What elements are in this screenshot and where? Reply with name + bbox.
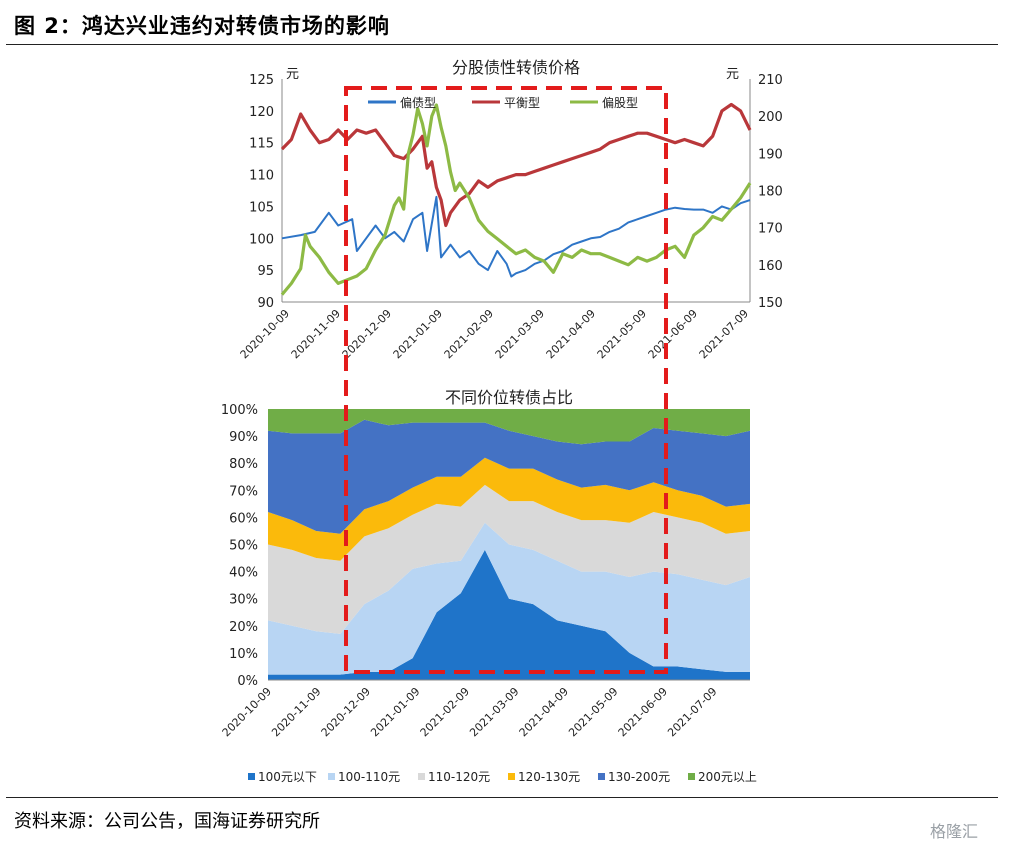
series-line-平衡型 xyxy=(280,102,752,228)
right-tick-label: 150 xyxy=(758,296,783,311)
area-x-tick-label: 2020-10-09 xyxy=(220,685,274,739)
line-x-tick-label: 2021-05-09 xyxy=(595,307,649,361)
bottom-rule xyxy=(6,797,998,798)
legend-label: 偏债型 xyxy=(400,95,436,110)
legend-label: 200元以上 xyxy=(698,770,757,784)
legend-swatch xyxy=(598,773,605,780)
area-x-tick-label: 2021-02-09 xyxy=(418,685,472,739)
line-chart-title: 分股债性转债价格 xyxy=(452,58,580,77)
right-axis-unit: 元 xyxy=(726,67,739,82)
left-tick-label: 120 xyxy=(249,105,274,120)
area-y-tick-label: 40% xyxy=(229,566,258,581)
area-x-tick-label: 2021-06-09 xyxy=(616,685,670,739)
line-x-tick-label: 2021-02-09 xyxy=(442,307,496,361)
left-axis-unit: 元 xyxy=(286,67,299,82)
area-x-tick-label: 2021-07-09 xyxy=(665,685,719,739)
legend-label: 偏股型 xyxy=(602,95,638,110)
legend-label: 110-120元 xyxy=(428,770,490,784)
left-tick-label: 115 xyxy=(249,137,274,152)
area-x-tick-label: 2021-03-09 xyxy=(467,685,521,739)
watermark-logo: 格隆汇 xyxy=(930,822,979,841)
right-tick-label: 170 xyxy=(758,222,783,237)
line-x-tick-label: 2020-11-09 xyxy=(289,307,343,361)
series-line-偏债型 xyxy=(281,195,751,278)
left-tick-label: 90 xyxy=(257,296,274,311)
area-y-tick-label: 90% xyxy=(229,430,258,445)
legend-label: 130-200元 xyxy=(608,770,670,784)
left-tick-label: 125 xyxy=(249,73,274,88)
area-y-tick-label: 70% xyxy=(229,484,258,499)
legend-label: 平衡型 xyxy=(504,96,540,110)
area-x-tick-label: 2021-04-09 xyxy=(517,685,571,739)
right-tick-label: 190 xyxy=(758,147,783,162)
right-tick-label: 160 xyxy=(758,259,783,274)
right-tick-label: 210 xyxy=(758,73,783,88)
legend-swatch xyxy=(688,773,695,780)
area-y-tick-label: 10% xyxy=(229,647,258,662)
area-band-130-200元 xyxy=(268,419,750,534)
legend-label: 100-110元 xyxy=(338,770,400,784)
legend-label: 100元以下 xyxy=(258,770,317,784)
area-x-tick-label: 2021-05-09 xyxy=(566,685,620,739)
line-x-tick-label: 2020-10-09 xyxy=(238,307,292,361)
left-tick-label: 95 xyxy=(257,264,274,279)
area-y-tick-label: 0% xyxy=(237,674,258,689)
area-y-tick-label: 60% xyxy=(229,511,258,526)
area-y-tick-label: 30% xyxy=(229,593,258,608)
legend-swatch xyxy=(418,773,425,780)
left-tick-label: 105 xyxy=(249,200,274,215)
area-y-tick-label: 20% xyxy=(229,620,258,635)
line-x-tick-label: 2021-07-09 xyxy=(697,307,751,361)
area-x-tick-label: 2020-12-09 xyxy=(319,685,373,739)
area-band-200元以上 xyxy=(268,409,750,445)
top-rule xyxy=(6,44,998,45)
area-x-tick-label: 2020-11-09 xyxy=(269,685,323,739)
area-chart-title: 不同价位转债占比 xyxy=(445,388,573,407)
area-y-tick-label: 100% xyxy=(221,403,258,418)
area-band-110-120元 xyxy=(268,484,750,634)
figure-title: 图 2：鸿达兴业违约对转债市场的影响 xyxy=(14,14,390,38)
area-band-100-110元 xyxy=(268,522,750,675)
line-x-tick-label: 2021-01-09 xyxy=(391,307,445,361)
area-y-tick-label: 50% xyxy=(229,539,258,554)
left-tick-label: 100 xyxy=(249,232,274,247)
highlight-dashed-box xyxy=(344,86,668,674)
legend-swatch xyxy=(248,773,255,780)
area-y-tick-label: 80% xyxy=(229,457,258,472)
source-note: 资料来源：公司公告，国海证券研究所 xyxy=(14,811,320,832)
legend-swatch xyxy=(508,773,515,780)
area-x-tick-label: 2021-01-09 xyxy=(368,685,422,739)
right-tick-label: 180 xyxy=(758,185,783,200)
line-x-tick-label: 2021-06-09 xyxy=(646,307,700,361)
legend-label: 120-130元 xyxy=(518,770,580,784)
line-x-tick-label: 2021-03-09 xyxy=(493,307,547,361)
line-x-tick-label: 2021-04-09 xyxy=(544,307,598,361)
series-line-偏股型 xyxy=(280,103,752,296)
area-band-100元以下 xyxy=(268,549,750,680)
legend-swatch xyxy=(328,773,335,780)
right-tick-label: 200 xyxy=(758,110,783,125)
left-tick-label: 110 xyxy=(249,169,274,184)
